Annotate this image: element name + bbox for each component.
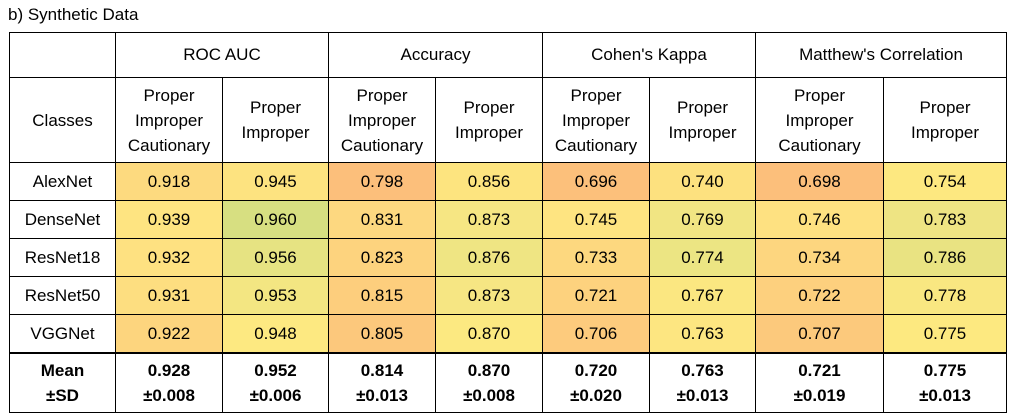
metric-group-header: Cohen's Kappa [542,32,756,78]
metric-value-cell: 0.706 [542,314,650,354]
model-name-cell: AlexNet [9,162,116,201]
model-name-cell: ResNet18 [9,238,116,277]
metric-value-cell: 0.873 [435,276,543,315]
metric-value-cell: 0.698 [755,162,884,201]
table-row: ResNet50 0.931 0.953 0.815 0.873 0.721 0.767 0.… [9,276,1007,315]
subheader-row: Classes Proper Improper Cautionary Proper Imp… [9,77,1007,163]
metric-value-cell: 0.775 [883,314,1007,354]
results-table: ROC AUC Accuracy Cohen's Kappa Matthew's Co… [9,32,1007,413]
metric-value-cell: 0.786 [883,238,1007,277]
metric-value-cell: 0.754 [883,162,1007,201]
model-name-cell: ResNet50 [9,276,116,315]
metric-value-cell: 0.953 [222,276,329,315]
metric-value-cell: 0.831 [328,200,436,239]
metric-value-cell: 0.733 [542,238,650,277]
empty-corner-cell [9,32,116,78]
mean-sd-value: 0.814 ±0.013 [328,352,436,413]
metric-value-cell: 0.783 [883,200,1007,239]
metric-value-cell: 0.745 [542,200,650,239]
table-caption: b) Synthetic Data [8,5,139,24]
metric-value-cell: 0.707 [755,314,884,354]
metric-value-cell: 0.769 [649,200,756,239]
metric-value-cell: 0.767 [649,276,756,315]
group-header-row: ROC AUC Accuracy Cohen's Kappa Matthew's Co… [9,32,1007,78]
metric-value-cell: 0.805 [328,314,436,354]
metric-group-header: ROC AUC [115,32,329,78]
metric-value-cell: 0.876 [435,238,543,277]
subheader-three-class: Proper Improper Cautionary [115,77,223,163]
table-row: DenseNet 0.939 0.960 0.831 0.873 0.745 0.769 0.… [9,200,1007,239]
metric-value-cell: 0.873 [435,200,543,239]
metric-value-cell: 0.722 [755,276,884,315]
model-name-cell: DenseNet [9,200,116,239]
mean-sd-label: Mean ±SD [9,352,116,413]
subheader-two-class: Proper Improper [435,77,543,163]
metric-group-header: Matthew's Correlation [755,32,1007,78]
metric-value-cell: 0.948 [222,314,329,354]
metric-value-cell: 0.815 [328,276,436,315]
subheader-two-class: Proper Improper [649,77,756,163]
mean-sd-value: 0.952 ±0.006 [222,352,329,413]
metric-value-cell: 0.734 [755,238,884,277]
subheader-three-class: Proper Improper Cautionary [328,77,436,163]
classes-header: Classes [9,77,116,163]
mean-sd-value: 0.763 ±0.013 [649,352,756,413]
mean-sd-row: Mean ±SD 0.928 ±0.008 0.952 ±0.006 0.814 ±0.013… [9,352,1007,413]
metric-value-cell: 0.740 [649,162,756,201]
subheader-three-class: Proper Improper Cautionary [755,77,884,163]
metric-value-cell: 0.945 [222,162,329,201]
table-row: VGGNet 0.922 0.948 0.805 0.870 0.706 0.763 0.70… [9,314,1007,354]
table-row: ResNet18 0.932 0.956 0.823 0.876 0.733 0.774 0.… [9,238,1007,277]
metric-value-cell: 0.763 [649,314,756,354]
subheader-three-class: Proper Improper Cautionary [542,77,650,163]
mean-sd-value: 0.721 ±0.019 [755,352,884,413]
metric-value-cell: 0.778 [883,276,1007,315]
metric-value-cell: 0.918 [115,162,223,201]
metric-value-cell: 0.823 [328,238,436,277]
metric-value-cell: 0.870 [435,314,543,354]
metric-value-cell: 0.746 [755,200,884,239]
metric-group-header: Accuracy [328,32,543,78]
metric-value-cell: 0.774 [649,238,756,277]
model-name-cell: VGGNet [9,314,116,354]
metric-value-cell: 0.956 [222,238,329,277]
mean-sd-value: 0.928 ±0.008 [115,352,223,413]
metric-value-cell: 0.856 [435,162,543,201]
metric-value-cell: 0.798 [328,162,436,201]
mean-sd-value: 0.775 ±0.013 [883,352,1007,413]
metric-value-cell: 0.960 [222,200,329,239]
metric-value-cell: 0.931 [115,276,223,315]
metric-value-cell: 0.721 [542,276,650,315]
metric-value-cell: 0.922 [115,314,223,354]
mean-sd-value: 0.720 ±0.020 [542,352,650,413]
metric-value-cell: 0.696 [542,162,650,201]
metric-value-cell: 0.939 [115,200,223,239]
table-row: AlexNet 0.918 0.945 0.798 0.856 0.696 0.740 0.6… [9,162,1007,201]
subheader-two-class: Proper Improper [883,77,1007,163]
mean-sd-value: 0.870 ±0.008 [435,352,543,413]
metric-value-cell: 0.932 [115,238,223,277]
subheader-two-class: Proper Improper [222,77,329,163]
